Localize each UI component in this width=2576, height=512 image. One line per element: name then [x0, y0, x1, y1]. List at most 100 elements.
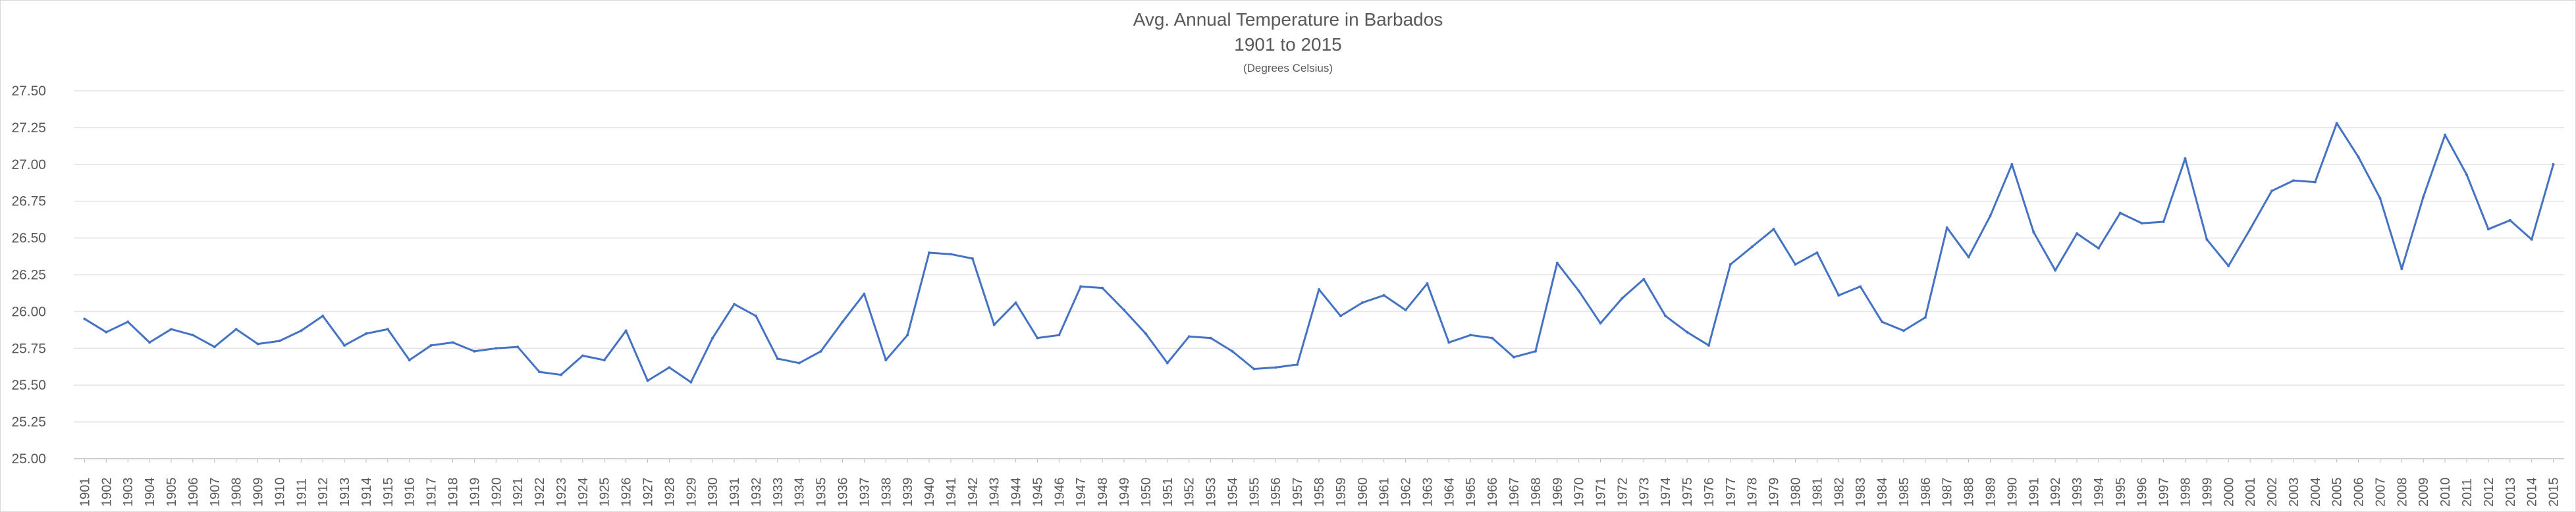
data-point [754, 315, 757, 318]
data-point [581, 354, 584, 357]
data-point [1815, 251, 1819, 254]
data-point [2162, 220, 2165, 224]
data-point [928, 251, 931, 254]
data-point [2486, 228, 2490, 231]
x-tick-label: 1961 [1378, 478, 1392, 507]
x-tick-label: 2013 [2504, 478, 2518, 507]
data-point [191, 334, 194, 337]
x-tick-label: 1971 [1594, 478, 1609, 507]
data-point [495, 347, 498, 350]
data-point [1577, 290, 1580, 293]
x-tick-label: 1954 [1225, 478, 1240, 507]
x-tick-label: 1959 [1334, 478, 1349, 507]
data-point [1729, 263, 1732, 266]
data-point [2422, 195, 2425, 198]
data-point [668, 366, 671, 369]
data-point [733, 303, 736, 306]
x-tick-label: 1937 [857, 478, 872, 507]
x-tick-label: 1981 [1810, 478, 1825, 507]
x-tick-label: 1909 [252, 478, 266, 507]
data-point [1621, 297, 1624, 300]
x-tick-label: 1993 [2070, 478, 2085, 507]
x-tick-label: 1931 [728, 478, 742, 507]
x-tick-label: 1902 [99, 478, 114, 507]
data-point [1881, 320, 1884, 324]
data-point [1686, 330, 1689, 334]
data-point [1187, 335, 1191, 338]
y-tick-label: 25.75 [11, 341, 46, 356]
x-tick-label: 1955 [1247, 478, 1262, 507]
x-tick-label: 1969 [1551, 478, 1565, 507]
x-tick-label: 1945 [1031, 478, 1045, 507]
data-point [1318, 288, 1320, 291]
x-tick-label: 2005 [2330, 478, 2345, 507]
data-point [992, 323, 996, 326]
x-tick-label: 1960 [1356, 478, 1370, 507]
data-point [1058, 334, 1061, 337]
x-tick-label: 2006 [2352, 478, 2367, 507]
y-tick-label: 26.50 [11, 231, 46, 246]
data-point [538, 371, 541, 374]
data-point [1469, 334, 1472, 337]
x-tick-label: 1930 [706, 478, 720, 507]
x-tick-label: 1952 [1183, 478, 1197, 507]
x-tick-label: 1999 [2200, 478, 2214, 507]
x-tick-label: 1998 [2178, 478, 2193, 507]
x-tick-label: 1938 [879, 478, 894, 507]
x-tick-label: 1926 [620, 478, 634, 507]
x-tick-label: 1946 [1052, 478, 1067, 507]
x-tick-label: 1929 [684, 478, 699, 507]
x-tick-label: 1970 [1572, 478, 1587, 507]
x-tick-label: 1962 [1399, 478, 1414, 507]
y-tick-label: 27.50 [11, 84, 46, 99]
data-point [1923, 316, 1927, 319]
data-point [1707, 344, 1710, 347]
x-tick-label: 1967 [1507, 478, 1522, 507]
x-tick-label: 1947 [1074, 478, 1088, 507]
data-point [559, 373, 562, 376]
x-tick-label: 1915 [381, 478, 396, 507]
data-point [1339, 315, 1342, 318]
x-tick-label: 1908 [230, 478, 244, 507]
data-point [1382, 294, 1385, 297]
x-tick-label: 1989 [1983, 478, 1998, 507]
x-tick-label: 1983 [1854, 478, 1868, 507]
data-point [516, 346, 520, 349]
x-tick-label: 1923 [554, 478, 569, 507]
x-tick-label: 1939 [901, 478, 915, 507]
data-point [2292, 179, 2295, 182]
x-tick-label: 1992 [2049, 478, 2063, 507]
y-tick-label: 26.75 [11, 194, 46, 209]
x-tick-label: 1924 [576, 478, 591, 507]
data-point [884, 359, 888, 362]
gridlines [74, 90, 2564, 459]
data-point [2530, 238, 2533, 241]
data-point [1360, 301, 1364, 304]
x-tick-label: 1944 [1009, 478, 1024, 507]
x-tick-label: 1901 [78, 478, 92, 507]
data-point [1274, 366, 1277, 369]
data-point [473, 349, 476, 353]
data-point [711, 336, 714, 340]
x-tick-label: 1920 [489, 478, 504, 507]
data-point [797, 361, 801, 365]
data-point [429, 344, 433, 347]
data-point [863, 292, 866, 295]
data-point [689, 380, 693, 384]
data-point [2357, 155, 2360, 159]
x-tick-label: 1942 [966, 478, 980, 507]
x-tick-label: 1978 [1746, 478, 1760, 507]
x-tick-label: 1910 [273, 478, 287, 507]
x-tick-label: 1974 [1659, 478, 1673, 507]
x-tick-label: 2003 [2287, 478, 2301, 507]
x-tick-label: 1987 [1941, 478, 1955, 507]
x-tick-label: 1919 [468, 478, 482, 507]
x-tick-label: 1985 [1897, 478, 1912, 507]
data-point [819, 349, 822, 353]
data-point [906, 334, 909, 337]
x-tick-label: 1918 [446, 478, 461, 507]
x-tick-label: 1914 [360, 478, 374, 507]
data-point [1426, 282, 1429, 285]
data-point [1101, 286, 1104, 290]
